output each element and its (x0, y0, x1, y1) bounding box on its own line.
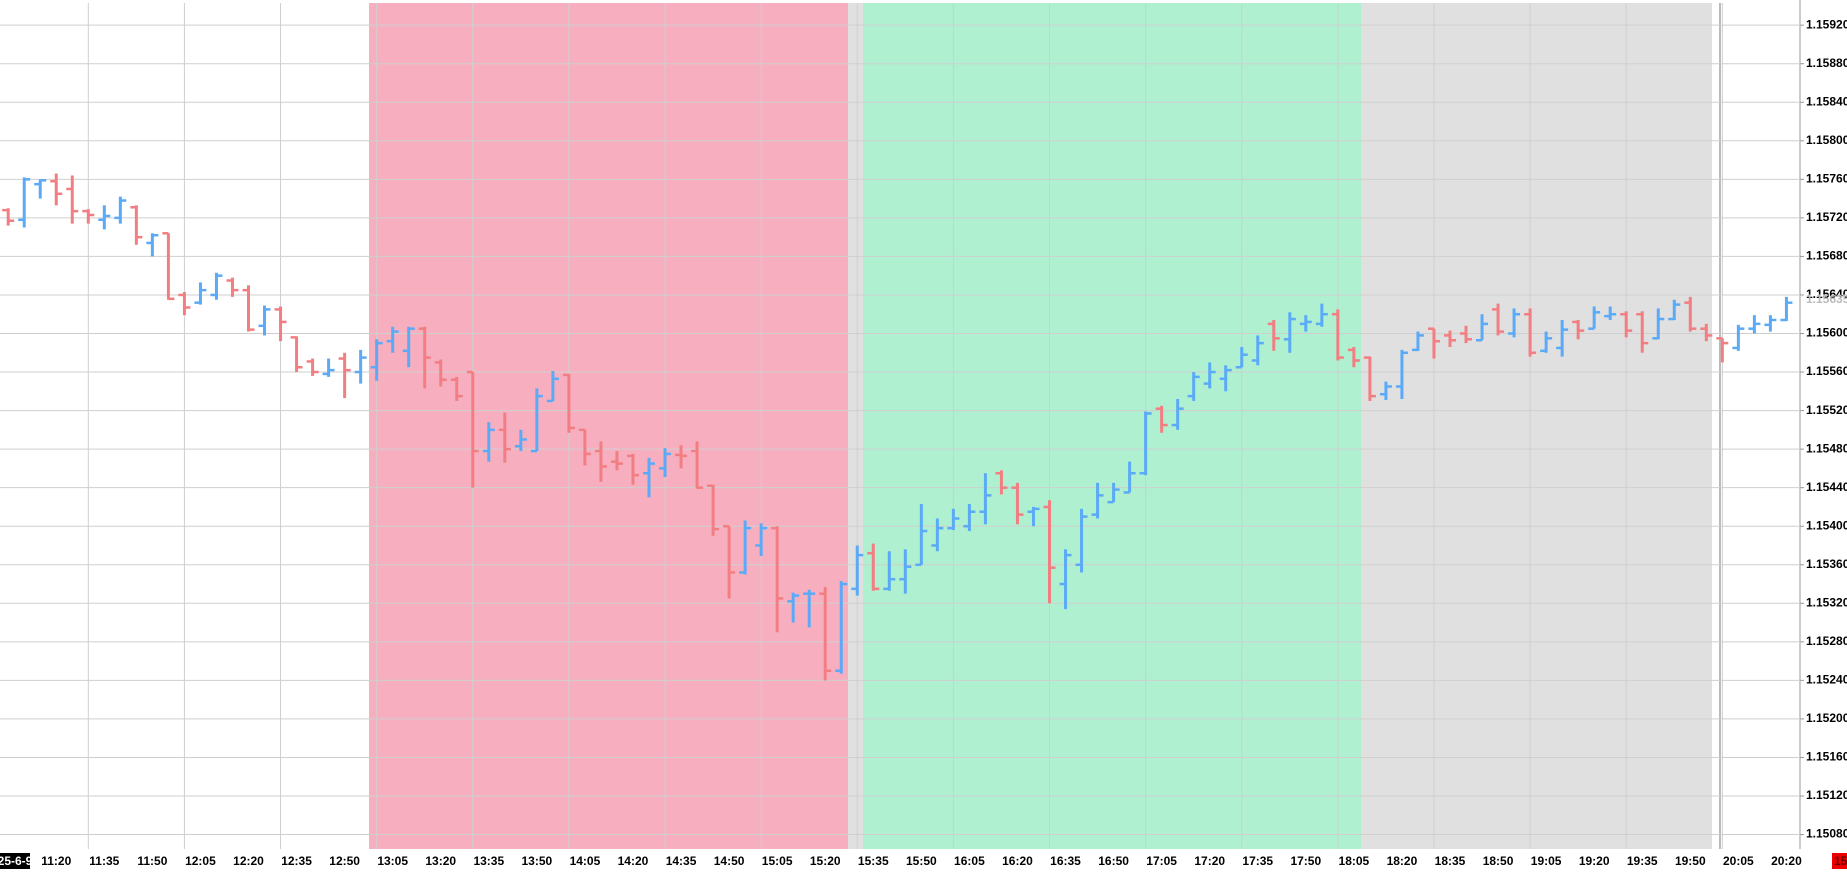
y-tick-label: 1.15360 (1806, 557, 1847, 571)
y-tick-label: 1.15920 (1806, 17, 1847, 31)
x-tick-label: 16:05 (954, 854, 985, 868)
y-tick-label: 1.15440 (1806, 480, 1847, 494)
x-tick-label: 11:35 (89, 854, 119, 868)
x-tick-label: 17:35 (1242, 854, 1273, 868)
x-tick-label: 19:05 (1531, 854, 1562, 868)
session-zone (863, 3, 1361, 849)
bars (2, 173, 1793, 681)
y-tick-label: 1.15200 (1806, 711, 1847, 725)
y-tick-label: 1.15520 (1806, 403, 1847, 417)
x-tick-label: 11:20 (41, 854, 71, 868)
last-price-label: 1.15635 (1806, 292, 1847, 306)
x-tick-label: 14:50 (714, 854, 745, 868)
y-tick-label: 1.15120 (1806, 788, 1847, 802)
session-zone (1361, 3, 1712, 849)
x-tick-label: 12:05 (185, 854, 216, 868)
y-tick-label: 1.15480 (1806, 441, 1847, 455)
x-tick-label: 17:20 (1194, 854, 1225, 868)
y-tick-label: 1.15320 (1806, 595, 1847, 609)
y-tick-label: 1.15080 (1806, 827, 1847, 841)
x-tick-label: 12:50 (329, 854, 360, 868)
x-tick-label: 18:35 (1435, 854, 1466, 868)
y-tick-label: 1.15160 (1806, 750, 1847, 764)
y-tick-label: 1.15280 (1806, 634, 1847, 648)
session-zone (369, 3, 848, 849)
x-tick-label: 19:50 (1675, 854, 1706, 868)
x-tick-label: 17:50 (1290, 854, 1321, 868)
grid (0, 3, 1804, 849)
x-tick-label: 14:05 (570, 854, 601, 868)
y-tick-label: 1.15760 (1806, 172, 1847, 186)
x-tick-label: 25-6-9 (0, 854, 33, 868)
x-tick-label: 18:50 (1483, 854, 1514, 868)
y-tick-label: 1.15560 (1806, 364, 1847, 378)
y-tick-label: 1.15800 (1806, 133, 1847, 147)
labels: 1.15080 1.15120 1.15160 1.15200 1.15240 1.152… (0, 17, 1847, 869)
x-tick-label: 19:20 (1579, 854, 1610, 868)
x-tick-label: 15:20 (810, 854, 841, 868)
y-tick-label: 1.15720 (1806, 210, 1847, 224)
x-tick-label: 15:05 (762, 854, 793, 868)
x-tick-label: 15:50 (906, 854, 937, 868)
y-tick-label: 1.15640 (1806, 287, 1847, 301)
x-tick-label: 18:20 (1387, 854, 1418, 868)
y-tick-label: 1.15680 (1806, 249, 1847, 263)
y-tick-label: 1.15400 (1806, 518, 1847, 532)
y-tick-label: 1.15600 (1806, 326, 1847, 340)
x-tick-label: 14:35 (666, 854, 697, 868)
date-label-bg (0, 853, 30, 869)
x-tick-label: 15:35 (858, 854, 889, 868)
x-tick-label: 12:35 (281, 854, 312, 868)
x-tick-label: 16:35 (1050, 854, 1081, 868)
y-tick-label: 1.15840 (1806, 94, 1847, 108)
y-tick-label: 1.15880 (1806, 56, 1847, 70)
x-tick-label: 13:20 (425, 854, 456, 868)
x-tick-label: 20:20 (1771, 854, 1802, 868)
x-tick-label: 14:20 (618, 854, 649, 868)
x-tick-label: 13:50 (522, 854, 553, 868)
x-tick-label: 20:05 (1723, 854, 1754, 868)
clock-label-bg (1832, 853, 1847, 869)
y-tick-label: 1.15240 (1806, 673, 1847, 687)
session-zone (848, 3, 863, 849)
x-tick-label: 16:20 (1002, 854, 1033, 868)
clock-label: 15 (1834, 854, 1847, 868)
x-tick-label: 19:35 (1627, 854, 1658, 868)
x-tick-label: 16:50 (1098, 854, 1129, 868)
x-tick-label: 13:05 (377, 854, 408, 868)
x-tick-label: 12:20 (233, 854, 264, 868)
x-tick-label: 18:05 (1339, 854, 1370, 868)
x-tick-label: 17:05 (1146, 854, 1177, 868)
x-tick-label: 13:35 (473, 854, 504, 868)
x-tick-label: 11:50 (137, 854, 167, 868)
